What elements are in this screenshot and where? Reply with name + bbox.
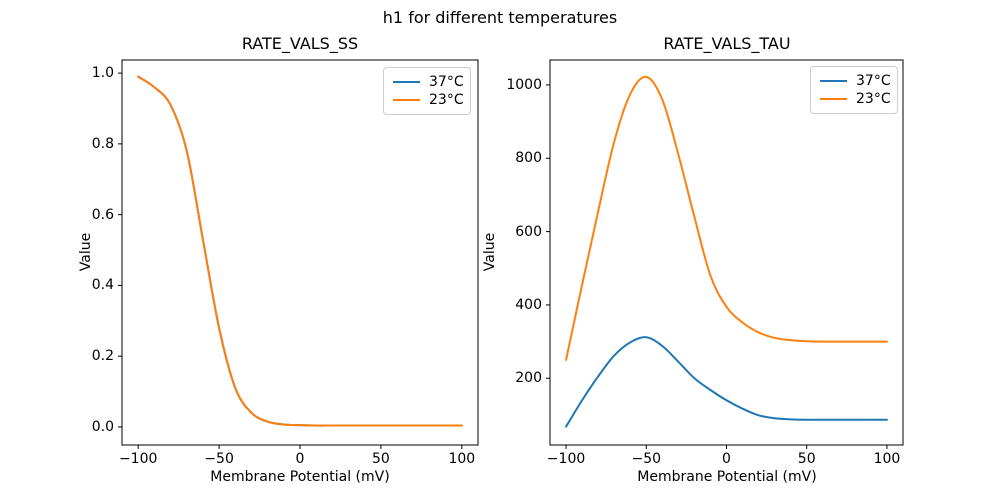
y-tick-label: 200 bbox=[515, 370, 542, 387]
x-tick-label: 0 bbox=[722, 451, 731, 467]
y-tick-label: 800 bbox=[515, 150, 542, 167]
subplot-title-tau: RATE_VALS_TAU bbox=[663, 34, 791, 53]
y-tick-label: 0.4 bbox=[91, 277, 114, 294]
y-tick-label: 0.6 bbox=[91, 206, 114, 223]
figure-title: h1 for different temperatures bbox=[382, 8, 618, 27]
legend-label-37c: 37°C bbox=[856, 73, 891, 89]
y-tick-label: 400 bbox=[515, 296, 542, 313]
x-tick-label: 50 bbox=[797, 451, 816, 467]
x-tick-label: 100 bbox=[448, 451, 476, 467]
y-tick-label: 0.8 bbox=[91, 135, 114, 152]
series-line-37c bbox=[565, 336, 888, 428]
legend-label-23c: 23°C bbox=[856, 91, 891, 107]
x-tick-label: −50 bbox=[204, 451, 234, 467]
x-tick-label: 100 bbox=[873, 451, 901, 467]
y-tick-label: 1000 bbox=[506, 76, 542, 93]
legend-line-sample-23c bbox=[820, 98, 847, 100]
legend-label-37c: 37°C bbox=[429, 74, 464, 90]
legend-label-23c: 23°C bbox=[429, 92, 464, 108]
legend-entry-37c: 37°C bbox=[393, 73, 464, 91]
y-tick-label: 600 bbox=[515, 223, 542, 240]
series-line-23c bbox=[565, 75, 888, 361]
x-tick-label: −100 bbox=[546, 451, 586, 467]
legend-line-sample-23c bbox=[393, 99, 420, 101]
series-line-23c bbox=[137, 75, 463, 427]
y-tick-label: 1.0 bbox=[91, 65, 114, 82]
series-line-37c bbox=[137, 75, 463, 427]
x-tick-label: 50 bbox=[371, 451, 390, 467]
legend-line-sample-37c bbox=[820, 80, 847, 82]
x-tick-label: 0 bbox=[295, 451, 305, 467]
y-tick-label: 0.2 bbox=[91, 348, 114, 365]
legend-line-sample-37c bbox=[393, 81, 420, 83]
x-axis-label-tau: Membrane Potential (mV) bbox=[637, 469, 817, 485]
x-axis-label-ss: Membrane Potential (mV) bbox=[210, 469, 390, 485]
legend-entry-23c: 23°C bbox=[393, 91, 464, 109]
legend-entry-37c: 37°C bbox=[820, 72, 891, 90]
legend-ss: 37°C 23°C bbox=[383, 67, 471, 115]
legend-tau: 37°C 23°C bbox=[810, 66, 898, 114]
axes-spines bbox=[549, 59, 904, 446]
y-axis-label-ss: Value bbox=[78, 232, 94, 272]
legend-entry-23c: 23°C bbox=[820, 90, 891, 108]
subplot-title-ss: RATE_VALS_SS bbox=[241, 34, 359, 53]
x-tick-label: −50 bbox=[631, 451, 662, 467]
x-tick-label: −100 bbox=[118, 451, 158, 467]
y-tick-label: 0.0 bbox=[91, 418, 114, 435]
